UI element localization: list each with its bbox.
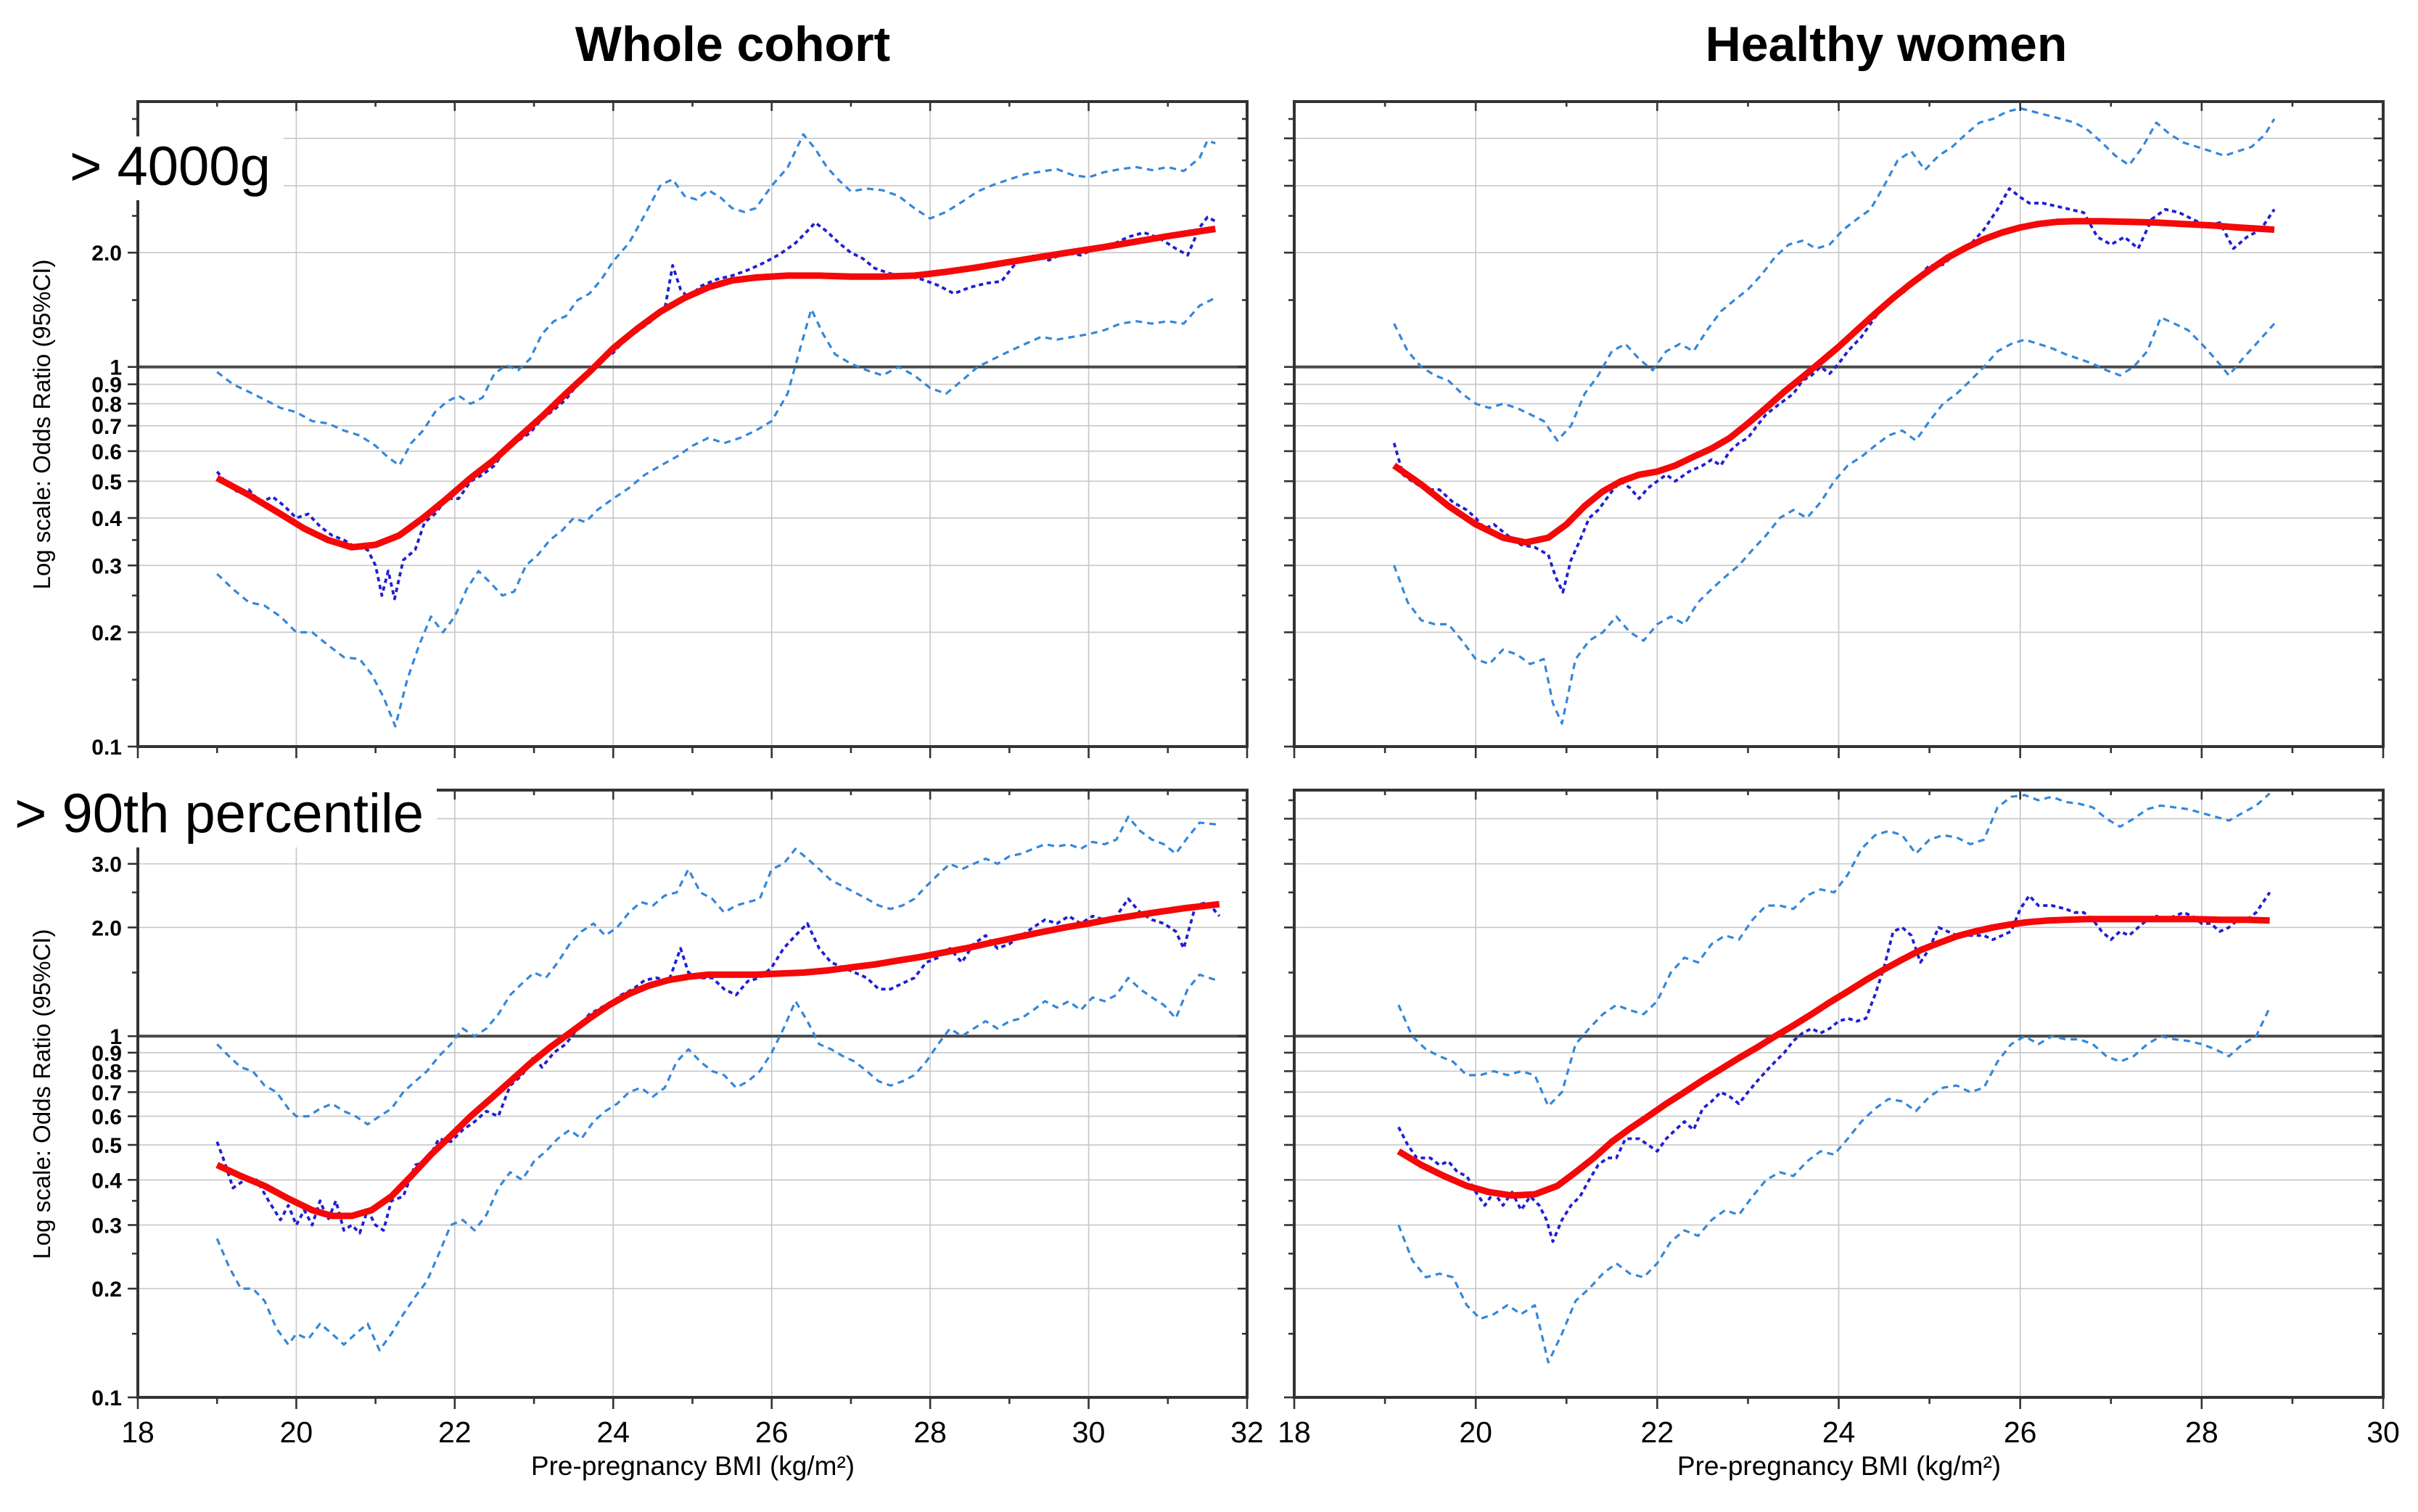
whole-cohort-4000g-ci-lower-line bbox=[216, 297, 1217, 728]
panel-healthy-women-4000g bbox=[1284, 100, 2385, 758]
y-tick-label: 0.3 bbox=[91, 1214, 122, 1238]
healthy-women-90th-smoothed-odds-ratio-line bbox=[1397, 916, 2270, 1199]
x-tick-label: 26 bbox=[2004, 1416, 2037, 1449]
healthy-women-90th-ci-upper-line bbox=[1397, 792, 2271, 1108]
healthy-women-90th-point-estimate-line bbox=[1397, 891, 2271, 1244]
x-tick-label: 18 bbox=[1278, 1416, 1311, 1449]
x-tick-label: 30 bbox=[2366, 1416, 2400, 1449]
x-tick-label: 24 bbox=[596, 1416, 630, 1449]
panel-whole-cohort-90th: 3.0 2.0 10.90.80.70.6 0.5 0.4 0.3 0.2 0.1 18 20 22… bbox=[91, 789, 1264, 1449]
whole-cohort-4000g-point-estimate-line bbox=[215, 215, 1217, 601]
y-tick-label: 0.9 bbox=[91, 374, 122, 398]
y-tick-label: 1 bbox=[110, 1025, 122, 1049]
x-tick-label: 20 bbox=[1459, 1416, 1492, 1449]
y-tick-label: 1 bbox=[110, 356, 122, 380]
y-tick-label: 0.5 bbox=[91, 1134, 122, 1158]
y-tick-label: 0.7 bbox=[91, 415, 122, 439]
x-tick-label: 26 bbox=[755, 1416, 789, 1449]
row-title-90th-percentile: > 90th percentile bbox=[10, 784, 437, 847]
healthy-women-4000g-ci-upper-line bbox=[1393, 107, 2276, 442]
x-tick-label: 24 bbox=[1822, 1416, 1856, 1449]
column-title-whole-cohort: Whole cohort bbox=[575, 17, 891, 72]
y-tick-label: 0.5 bbox=[91, 470, 122, 494]
healthy-women-4000g-smoothed-odds-ratio-line bbox=[1392, 218, 2275, 546]
y-tick-label: 0.6 bbox=[91, 440, 122, 464]
y-tick-label: 0.8 bbox=[91, 1060, 122, 1084]
y-tick-label: 0.2 bbox=[91, 1278, 122, 1302]
x-tick-label: 28 bbox=[2185, 1416, 2218, 1449]
y-tick-label: 0.2 bbox=[91, 621, 122, 645]
whole-cohort-90th-smoothed-odds-ratio-line bbox=[215, 900, 1220, 1220]
y-tick-label: 0.4 bbox=[91, 507, 122, 531]
y-tick-label: 0.4 bbox=[91, 1169, 122, 1193]
x-axis-label-whole-cohort: Pre-pregnancy BMI (kg/m²) bbox=[530, 1451, 855, 1481]
healthy-women-4000g-point-estimate-line bbox=[1392, 186, 2276, 594]
y-axis-label-top: Log scale: Odds Ratio (95%CI) bbox=[28, 259, 55, 590]
x-tick-label: 22 bbox=[1641, 1416, 1674, 1449]
y-tick-label: 0.9 bbox=[91, 1042, 122, 1066]
y-axis-label-bottom: Log scale: Odds Ratio (95%CI) bbox=[28, 929, 55, 1260]
x-tick-label: 28 bbox=[913, 1416, 947, 1449]
x-tick-label: 18 bbox=[121, 1416, 155, 1449]
x-axis-label-healthy-women: Pre-pregnancy BMI (kg/m²) bbox=[1677, 1451, 2002, 1481]
x-tick-label: 22 bbox=[438, 1416, 472, 1449]
y-tick-label: 0.1 bbox=[91, 1386, 122, 1410]
y-tick-label: 0.3 bbox=[91, 554, 122, 578]
healthy-women-4000g-ci-lower-line bbox=[1393, 316, 2276, 725]
y-tick-label: 2.0 bbox=[91, 916, 122, 940]
x-tick-label: 20 bbox=[280, 1416, 313, 1449]
column-title-healthy-women: Healthy women bbox=[1705, 17, 2068, 72]
y-tick-label: 0.1 bbox=[91, 736, 122, 760]
y-tick-label: 2.0 bbox=[91, 242, 122, 266]
y-tick-label: 3.0 bbox=[91, 853, 122, 877]
y-tick-label: 0.6 bbox=[91, 1106, 122, 1130]
y-tick-label: 0.7 bbox=[91, 1081, 122, 1105]
panel-whole-cohort-4000g: 3.02.010.90.80.70.60.50.40.30.20.1 bbox=[91, 100, 1249, 760]
panel-healthy-women-90th: 18 20 22 24 26 28 30 bbox=[1278, 789, 2400, 1449]
x-tick-label: 30 bbox=[1072, 1416, 1106, 1449]
row-title-4000g: > 4000g bbox=[65, 136, 284, 200]
whole-cohort-4000g-smoothed-odds-ratio-line bbox=[215, 226, 1216, 551]
whole-cohort-90th-point-estimate-line bbox=[215, 897, 1221, 1235]
healthy-women-90th-ci-lower-line bbox=[1397, 1007, 2271, 1364]
x-tick-label: 32 bbox=[1230, 1416, 1264, 1449]
whole-cohort-90th-ci-lower-line bbox=[215, 973, 1220, 1352]
whole-cohort-4000g-ci-upper-line bbox=[216, 133, 1216, 467]
whole-cohort-90th-ci-upper-line bbox=[216, 815, 1220, 1126]
plot-frame bbox=[136, 789, 1249, 1399]
y-tick-label: 0.8 bbox=[91, 393, 122, 416]
